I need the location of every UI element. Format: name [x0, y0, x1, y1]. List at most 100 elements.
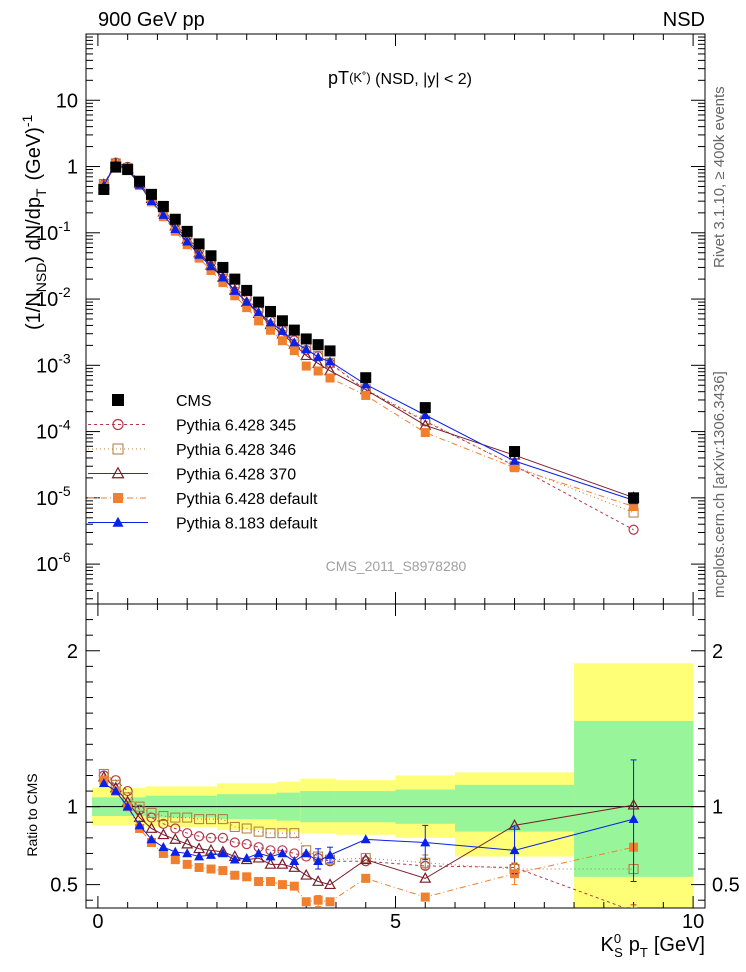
- point-ratio-4: [242, 872, 252, 882]
- y-tick-base: 10: [36, 554, 58, 576]
- legend-marker-2: [112, 443, 124, 455]
- point-ratio-2: [277, 828, 288, 839]
- point-ratio-4: [266, 876, 276, 886]
- title-main: pT: [328, 68, 349, 88]
- point-ratio-3: [193, 842, 206, 854]
- point-main-5: [146, 195, 157, 205]
- point-ratio-5: [122, 801, 133, 811]
- legend-marker-3: [111, 466, 125, 479]
- point-ratio-5: [229, 854, 240, 864]
- y-tick-label: 10-2: [36, 284, 71, 311]
- point-ratio-5: [360, 834, 371, 844]
- xlabel-sup: 0: [614, 931, 621, 946]
- plot-title: pT(K˚) (NSD, |y| < 2): [328, 68, 472, 88]
- point-main-5: [289, 337, 300, 347]
- rivet-label-text: Rivet 3.1.10, ≥ 400k events: [711, 86, 728, 268]
- point-ratio-3: [157, 828, 170, 840]
- cms-point: [181, 225, 193, 237]
- rivet-label: Rivet 3.1.10, ≥ 400k events: [711, 86, 728, 268]
- series-line-ratio-1: [103, 775, 627, 908]
- point-main-5: [313, 351, 324, 361]
- title-particle: (K˚): [349, 70, 371, 85]
- xlabel-rest: p: [629, 934, 640, 956]
- point-ratio-4: [420, 892, 430, 902]
- y-tick-label: 1: [67, 157, 78, 179]
- ratio-tick-label-left: 0.5: [50, 875, 78, 897]
- legend-marker-cms: [112, 394, 124, 406]
- point-ratio-5: [98, 778, 109, 788]
- point-main-4: [230, 291, 240, 301]
- point-main-3: [300, 349, 313, 361]
- watermark: CMS_2011_S8978280: [326, 558, 467, 574]
- xlabel-sub2: T: [640, 945, 648, 960]
- cms-point: [241, 284, 253, 296]
- point-main-4: [301, 361, 311, 371]
- xlabel-unit: [GeV]: [654, 934, 705, 956]
- cms-point: [145, 188, 157, 200]
- point-ratio-5: [194, 851, 205, 861]
- y-tick-label: 10: [56, 90, 78, 112]
- y-tick-label: 10-4: [36, 417, 71, 444]
- ratio-panel: 0 5 10 0.5 0.5 1 1 2 2: [50, 603, 740, 933]
- ylabel-text: (1/N: [23, 292, 45, 330]
- point-ratio-5: [146, 834, 157, 844]
- point-main-4: [242, 303, 252, 313]
- legend-label-3: Pythia 6.428 370: [176, 467, 296, 484]
- mcplots-label: mcplots.cern.ch [arXiv:1306.3436]: [711, 371, 728, 598]
- band-green-7: [455, 784, 575, 832]
- ratio-tick-label-left: 2: [67, 641, 78, 663]
- series-line-main-2: [103, 162, 634, 514]
- x-tick-label: 10: [682, 911, 704, 933]
- cms-point: [265, 305, 277, 317]
- legend-label-5: Pythia 8.183 default: [176, 516, 318, 533]
- point-main-5: [301, 344, 312, 354]
- point-ratio-5: [253, 848, 264, 858]
- series-line-ratio-4: [103, 779, 634, 903]
- point-main-4: [266, 325, 276, 335]
- point-main-5: [229, 285, 240, 295]
- point-ratio-2: [205, 814, 216, 825]
- ylabel-sub2: T: [33, 188, 49, 197]
- ratio-tick-label-right: 1: [712, 797, 723, 819]
- y-tick-exp: -5: [58, 483, 71, 499]
- ylabel-sup: -1: [19, 114, 35, 127]
- header-right: NSD: [663, 9, 705, 31]
- x-tick-label: 0: [92, 911, 103, 933]
- point-ratio-2: [265, 828, 276, 839]
- legend-marker-4: [113, 493, 123, 503]
- point-ratio-2: [217, 814, 228, 825]
- y-tick-base: 10: [36, 355, 58, 377]
- point-ratio-4: [289, 881, 299, 891]
- cms-point: [229, 273, 241, 285]
- cms-point: [205, 250, 217, 262]
- point-ratio-3: [276, 857, 289, 869]
- point-main-5: [277, 325, 288, 335]
- point-ratio-5: [217, 848, 228, 858]
- cms-point: [360, 372, 372, 384]
- xlabel-main: K: [601, 934, 615, 956]
- point-main-5: [158, 209, 169, 219]
- cms-point: [169, 213, 181, 225]
- cms-point: [110, 161, 122, 173]
- ratio-data: [97, 759, 640, 908]
- series-line-ratio-2: [103, 773, 634, 870]
- point-ratio-1: [205, 832, 217, 843]
- point-ratio-4: [230, 870, 240, 880]
- ratio-tick-label-right: 0.5: [712, 875, 740, 897]
- point-main-5: [360, 379, 371, 389]
- y-tick-exp: -2: [58, 284, 71, 300]
- point-ratio-3: [252, 851, 265, 863]
- point-ratio-3: [288, 861, 301, 872]
- point-main-4: [325, 373, 335, 383]
- header-left: 900 GeV pp: [98, 9, 205, 31]
- point-ratio-2: [158, 811, 169, 822]
- ylabel-mid: ) dN/dp: [23, 197, 45, 263]
- point-ratio-5: [301, 848, 312, 858]
- point-ratio-5: [206, 849, 216, 859]
- point-ratio-5: [241, 852, 252, 862]
- series-line-ratio-5: [103, 782, 634, 862]
- ratio-y-label: Ratio to CMS: [24, 773, 40, 856]
- point-ratio-4: [325, 897, 335, 907]
